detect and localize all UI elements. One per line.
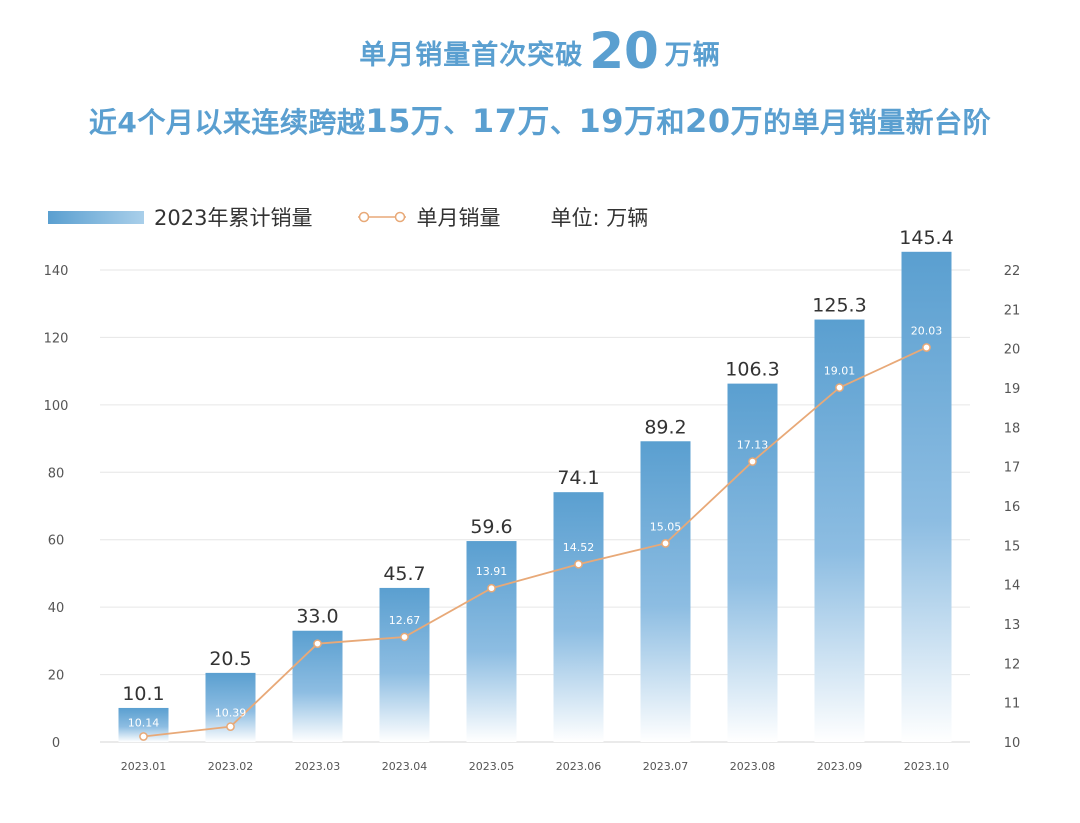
- bar-value-label: 125.3: [812, 295, 866, 317]
- chart-legend: 2023年累计销量 单月销量 单位: 万辆: [48, 202, 648, 232]
- x-axis-tick: 2023.09: [817, 760, 863, 773]
- line-value-label: 14.52: [563, 541, 595, 554]
- headline-part-4: 、: [549, 106, 579, 139]
- unit-label: 单位: 万辆: [550, 206, 649, 230]
- left-axis-tick: 20: [48, 669, 65, 684]
- legend-label-cumulative: 2023年累计销量: [154, 206, 313, 230]
- line-point: [226, 722, 235, 732]
- bar-value-label: 74.1: [557, 467, 599, 489]
- right-axis-tick: 18: [1004, 421, 1021, 436]
- line-value-label: 10.14: [128, 716, 160, 729]
- x-axis-tick: 2023.08: [730, 760, 776, 773]
- x-axis-tick: 2023.10: [904, 760, 950, 773]
- headline-part-3: 17万: [471, 102, 550, 140]
- line-point: [574, 559, 583, 569]
- bar-value-label: 45.7: [383, 563, 425, 585]
- line-value-label: 17.13: [737, 439, 769, 452]
- line-point: [661, 539, 670, 548]
- line-value-label: 12.50: [302, 621, 334, 634]
- x-axis-tick: 2023.06: [556, 760, 602, 773]
- headline-part-8: 的单月销量新台阶: [763, 106, 992, 139]
- line-point: [487, 583, 496, 593]
- headline-part-5: 19万: [578, 102, 657, 140]
- right-axis-tick: 14: [1004, 579, 1021, 594]
- line-value-label: 10.39: [215, 707, 247, 720]
- legend-line-swatch: [358, 211, 407, 223]
- x-axis-tick: 2023.05: [469, 760, 515, 773]
- bar-value-label: 33.0: [296, 606, 338, 628]
- line-point: [835, 383, 844, 392]
- line-point: [922, 343, 931, 352]
- bar-value-label: 106.3: [725, 359, 779, 381]
- bar: [901, 251, 952, 742]
- headline-number: 20: [589, 22, 659, 80]
- bar: [379, 587, 430, 742]
- right-axis-tick: 13: [1004, 618, 1021, 633]
- left-axis-tick: 80: [48, 466, 65, 481]
- headline-part-6: 和: [656, 106, 686, 139]
- x-axis-tick: 2023.07: [643, 760, 689, 773]
- left-axis-tick: 140: [44, 264, 69, 279]
- right-axis-tick: 19: [1004, 382, 1021, 397]
- x-axis-tick: 2023.03: [295, 760, 341, 773]
- right-axis-tick: 22: [1004, 264, 1021, 279]
- headline-part-1: 15万: [365, 102, 444, 140]
- x-axis-tick: 2023.04: [382, 760, 428, 773]
- line-point: [139, 732, 148, 741]
- bar: [553, 492, 604, 742]
- headline-secondary: 近4个月以来连续跨越15万、17万、19万和20万的单月销量新台阶: [0, 96, 1080, 142]
- right-axis-tick: 17: [1004, 461, 1021, 476]
- line-point: [400, 632, 409, 642]
- right-axis-tick: 15: [1004, 539, 1021, 554]
- right-axis-tick: 20: [1004, 343, 1021, 358]
- monthly-sales-line: [143, 346, 927, 738]
- right-axis-tick: 12: [1004, 657, 1021, 672]
- left-axis-tick: 0: [52, 736, 60, 751]
- headline-part-0: 近4个月以来连续跨越: [88, 106, 366, 139]
- headline-suffix: 万辆: [664, 40, 721, 71]
- headline-prefix: 单月销量首次突破: [359, 40, 584, 71]
- left-axis-tick: 100: [44, 399, 69, 414]
- bar-value-label: 59.6: [470, 516, 512, 538]
- left-axis-tick: 40: [48, 601, 65, 616]
- left-axis-tick: 120: [44, 331, 69, 346]
- bar-value-label: 145.4: [899, 227, 953, 249]
- line-value-label: 12.67: [389, 614, 421, 627]
- right-axis-tick: 16: [1004, 500, 1021, 515]
- headline-primary: 单月销量首次突破 20 万辆: [0, 22, 1080, 80]
- bar: [292, 630, 343, 742]
- legend-item-monthly: 单月销量: [312, 202, 500, 232]
- bar: [640, 441, 691, 742]
- x-axis-tick: 2023.01: [121, 760, 167, 773]
- headline-part-7: 20万: [685, 102, 764, 140]
- line-value-label: 19.01: [824, 365, 856, 378]
- legend-label-monthly: 单月销量: [416, 206, 501, 230]
- bar-value-label: 20.5: [209, 648, 251, 670]
- line-point: [748, 457, 757, 466]
- bar: [727, 383, 778, 742]
- legend-bar-swatch: [48, 210, 144, 224]
- line-value-label: 13.91: [476, 565, 508, 578]
- bar: [466, 541, 517, 742]
- x-axis-tick: 2023.02: [208, 760, 254, 773]
- line-point: [313, 639, 322, 649]
- right-axis-tick: 21: [1004, 303, 1021, 318]
- line-value-label: 15.05: [650, 520, 682, 533]
- line-value-label: 20.03: [911, 324, 943, 337]
- bar-value-label: 89.2: [644, 416, 686, 438]
- bar-value-label: 10.1: [122, 683, 164, 705]
- headline-part-2: 、: [443, 106, 472, 139]
- left-axis-tick: 60: [48, 534, 65, 549]
- right-axis-tick: 11: [1004, 697, 1021, 712]
- right-axis-tick: 10: [1004, 736, 1021, 751]
- legend-item-cumulative: 2023年累计销量: [48, 202, 312, 232]
- bar: [814, 319, 865, 742]
